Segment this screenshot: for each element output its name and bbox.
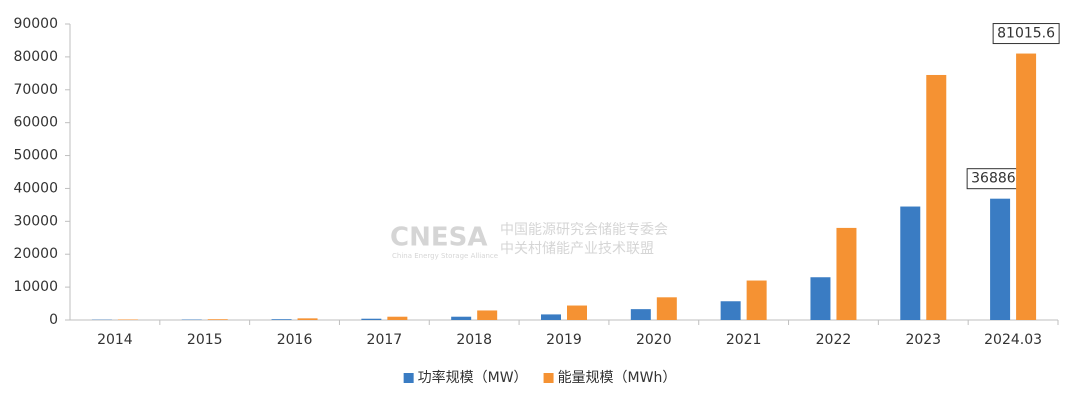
- y-tick-label: 40000: [13, 180, 58, 196]
- x-tick-label: 2021: [726, 332, 762, 348]
- bar: [656, 297, 677, 320]
- legend-label: 功率规模（MW）: [418, 369, 528, 386]
- bar: [477, 310, 498, 320]
- x-tick-label: 2020: [636, 332, 672, 348]
- bar: [836, 227, 857, 320]
- legend-label: 能量规模（MWh）: [558, 370, 677, 386]
- bar: [1016, 53, 1037, 320]
- y-tick-label: 60000: [13, 115, 58, 131]
- legend-swatch: [403, 373, 414, 383]
- x-tick-label: 2022: [816, 332, 852, 348]
- y-tick-label: 20000: [13, 246, 58, 262]
- x-tick-label: 2016: [277, 332, 313, 348]
- bar: [720, 301, 741, 320]
- bar: [746, 280, 767, 320]
- watermark-logo: CNESA: [390, 223, 487, 253]
- y-tick-label: 0: [49, 312, 58, 328]
- x-tick-label: 2023: [905, 332, 941, 348]
- x-tick-label: 2019: [546, 332, 582, 348]
- bar: [387, 316, 408, 320]
- x-tick-label: 2014: [97, 332, 133, 348]
- legend: 功率规模（MW） 能量规模（MWh）: [403, 369, 677, 386]
- bar: [810, 277, 831, 320]
- data-label-text: 36886.3: [971, 171, 1029, 187]
- y-tick-label: 80000: [13, 49, 58, 65]
- bar: [297, 318, 318, 320]
- x-tick-label: 2017: [367, 332, 403, 348]
- bar: [567, 305, 587, 320]
- bar: [451, 316, 472, 320]
- legend-swatch: [543, 373, 554, 383]
- bar: [630, 309, 651, 320]
- bar: [926, 74, 947, 320]
- y-tick-label: 90000: [13, 16, 58, 32]
- bar: [990, 198, 1011, 320]
- y-tick-label: 70000: [13, 82, 58, 98]
- bar: [900, 206, 921, 320]
- watermark-sub: China Energy Storage Alliance: [392, 252, 498, 260]
- watermark-line: 中关村储能产业技术联盟: [500, 241, 654, 257]
- x-tick-label: 2024.03: [984, 332, 1042, 348]
- bar: [271, 319, 292, 320]
- bar: [207, 319, 228, 320]
- y-tick-label: 50000: [13, 148, 58, 164]
- y-tick-label: 10000: [13, 279, 58, 295]
- x-tick-label: 2018: [456, 332, 492, 348]
- bar: [361, 318, 382, 320]
- watermark-line: 中国能源研究会储能专委会: [500, 222, 668, 238]
- watermark: CNESA China Energy Storage Alliance 中国能源…: [390, 222, 668, 260]
- data-label-text: 81015.6: [997, 26, 1055, 42]
- y-tick-label: 30000: [13, 213, 58, 229]
- x-tick-label: 2015: [187, 332, 223, 348]
- bar: [541, 314, 561, 320]
- data-label-box: [992, 23, 1060, 45]
- data-label: 81015.6: [992, 23, 1060, 45]
